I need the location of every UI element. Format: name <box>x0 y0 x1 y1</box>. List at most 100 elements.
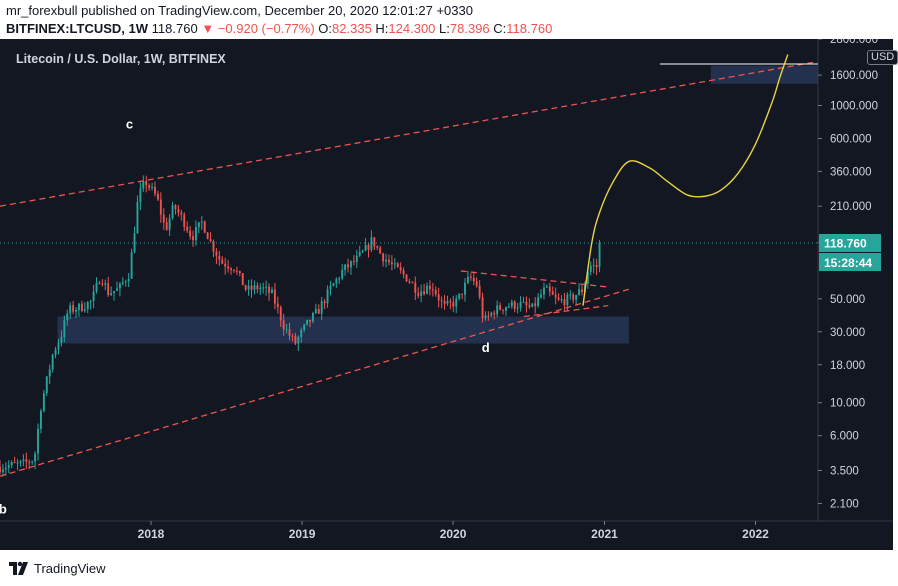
close-price-value: 118.760 <box>506 21 553 36</box>
tradingview-brand[interactable]: TradingView <box>34 561 106 576</box>
candle <box>563 299 566 306</box>
x-tick-label: 2020 <box>440 527 467 541</box>
candle <box>130 252 133 279</box>
candle <box>385 259 387 262</box>
candle <box>341 270 344 279</box>
candle <box>294 335 297 344</box>
candle <box>414 282 417 293</box>
candle <box>230 268 232 270</box>
candle <box>113 290 116 294</box>
candle <box>522 301 525 303</box>
candle <box>63 320 66 337</box>
candle <box>98 282 101 284</box>
candle <box>519 301 522 308</box>
candle <box>279 307 282 321</box>
candle <box>349 261 352 268</box>
candle <box>136 202 139 234</box>
high-value: 124.300 <box>388 21 436 36</box>
candle <box>241 273 244 286</box>
candle <box>455 298 458 307</box>
candle <box>16 462 19 464</box>
upper-channel[interactable] <box>0 61 814 207</box>
candle <box>107 283 110 296</box>
candle <box>569 294 572 296</box>
candle <box>212 241 215 252</box>
wedge-top[interactable] <box>460 270 609 288</box>
candle <box>309 319 311 322</box>
y-tick-label: 1600.000 <box>830 70 878 82</box>
candle <box>171 205 174 219</box>
candle <box>443 301 446 304</box>
wave-label-c: c <box>126 116 133 131</box>
candle <box>446 300 449 304</box>
candle <box>203 221 206 233</box>
candle <box>221 259 224 264</box>
candle <box>69 305 72 314</box>
wedge-bottom[interactable] <box>523 304 609 318</box>
candle <box>224 263 227 267</box>
candle <box>507 306 510 308</box>
candle <box>145 181 148 186</box>
y-tick-label: 2800.000 <box>830 39 878 46</box>
y-tick-label: 30.000 <box>830 327 865 339</box>
candle <box>22 459 25 461</box>
candle <box>80 303 83 311</box>
candle <box>34 453 37 462</box>
candle <box>151 186 154 188</box>
candle <box>314 308 317 313</box>
last-price-label: 118.760 <box>824 236 867 250</box>
candle <box>390 262 393 265</box>
candle <box>227 266 230 269</box>
publisher-line: mr_forexbull published on TradingView.co… <box>6 3 473 18</box>
candle <box>551 291 554 295</box>
candle <box>437 294 440 301</box>
candle <box>1 469 4 473</box>
candle <box>575 295 578 300</box>
target-zone <box>710 65 818 84</box>
candle <box>259 287 262 290</box>
candle <box>396 263 399 268</box>
candle <box>291 335 294 337</box>
candle <box>405 274 408 282</box>
candle <box>499 305 502 310</box>
x-tick-label: 2022 <box>742 527 769 541</box>
candle <box>66 313 69 321</box>
candle <box>276 303 279 308</box>
candle <box>592 264 595 266</box>
candle <box>493 312 496 315</box>
candle <box>572 294 575 300</box>
candle <box>104 283 107 285</box>
currency-badge[interactable]: USD <box>867 50 898 65</box>
candle <box>89 300 92 303</box>
candle <box>472 277 475 282</box>
candle <box>461 293 464 295</box>
price-chart[interactable]: 2800.000 1600.000 1000.000 600.000 360.000 21… <box>0 39 893 550</box>
candle <box>586 271 589 284</box>
candle <box>578 289 581 296</box>
countdown-label: 15:28:44 <box>824 256 872 270</box>
y-tick-label: 50.000 <box>830 294 865 306</box>
candle <box>247 285 250 290</box>
candle <box>537 297 540 306</box>
candle <box>168 218 171 230</box>
candle <box>347 264 349 268</box>
candle <box>352 261 355 263</box>
low-label: L: <box>439 21 450 36</box>
projection-curve[interactable] <box>582 54 789 306</box>
candle <box>434 289 437 295</box>
candle <box>557 297 560 300</box>
candle <box>48 369 51 377</box>
candle <box>388 259 390 263</box>
candle <box>344 264 347 271</box>
candle <box>516 307 519 309</box>
y-tick-label: 6.000 <box>830 431 859 443</box>
open-label: O: <box>318 21 333 36</box>
candle <box>156 193 159 200</box>
candle <box>142 181 145 189</box>
candle <box>271 289 273 293</box>
candle <box>235 270 238 272</box>
candle <box>121 282 124 284</box>
candle <box>0 466 1 473</box>
candle <box>60 336 63 343</box>
candle <box>268 286 271 293</box>
